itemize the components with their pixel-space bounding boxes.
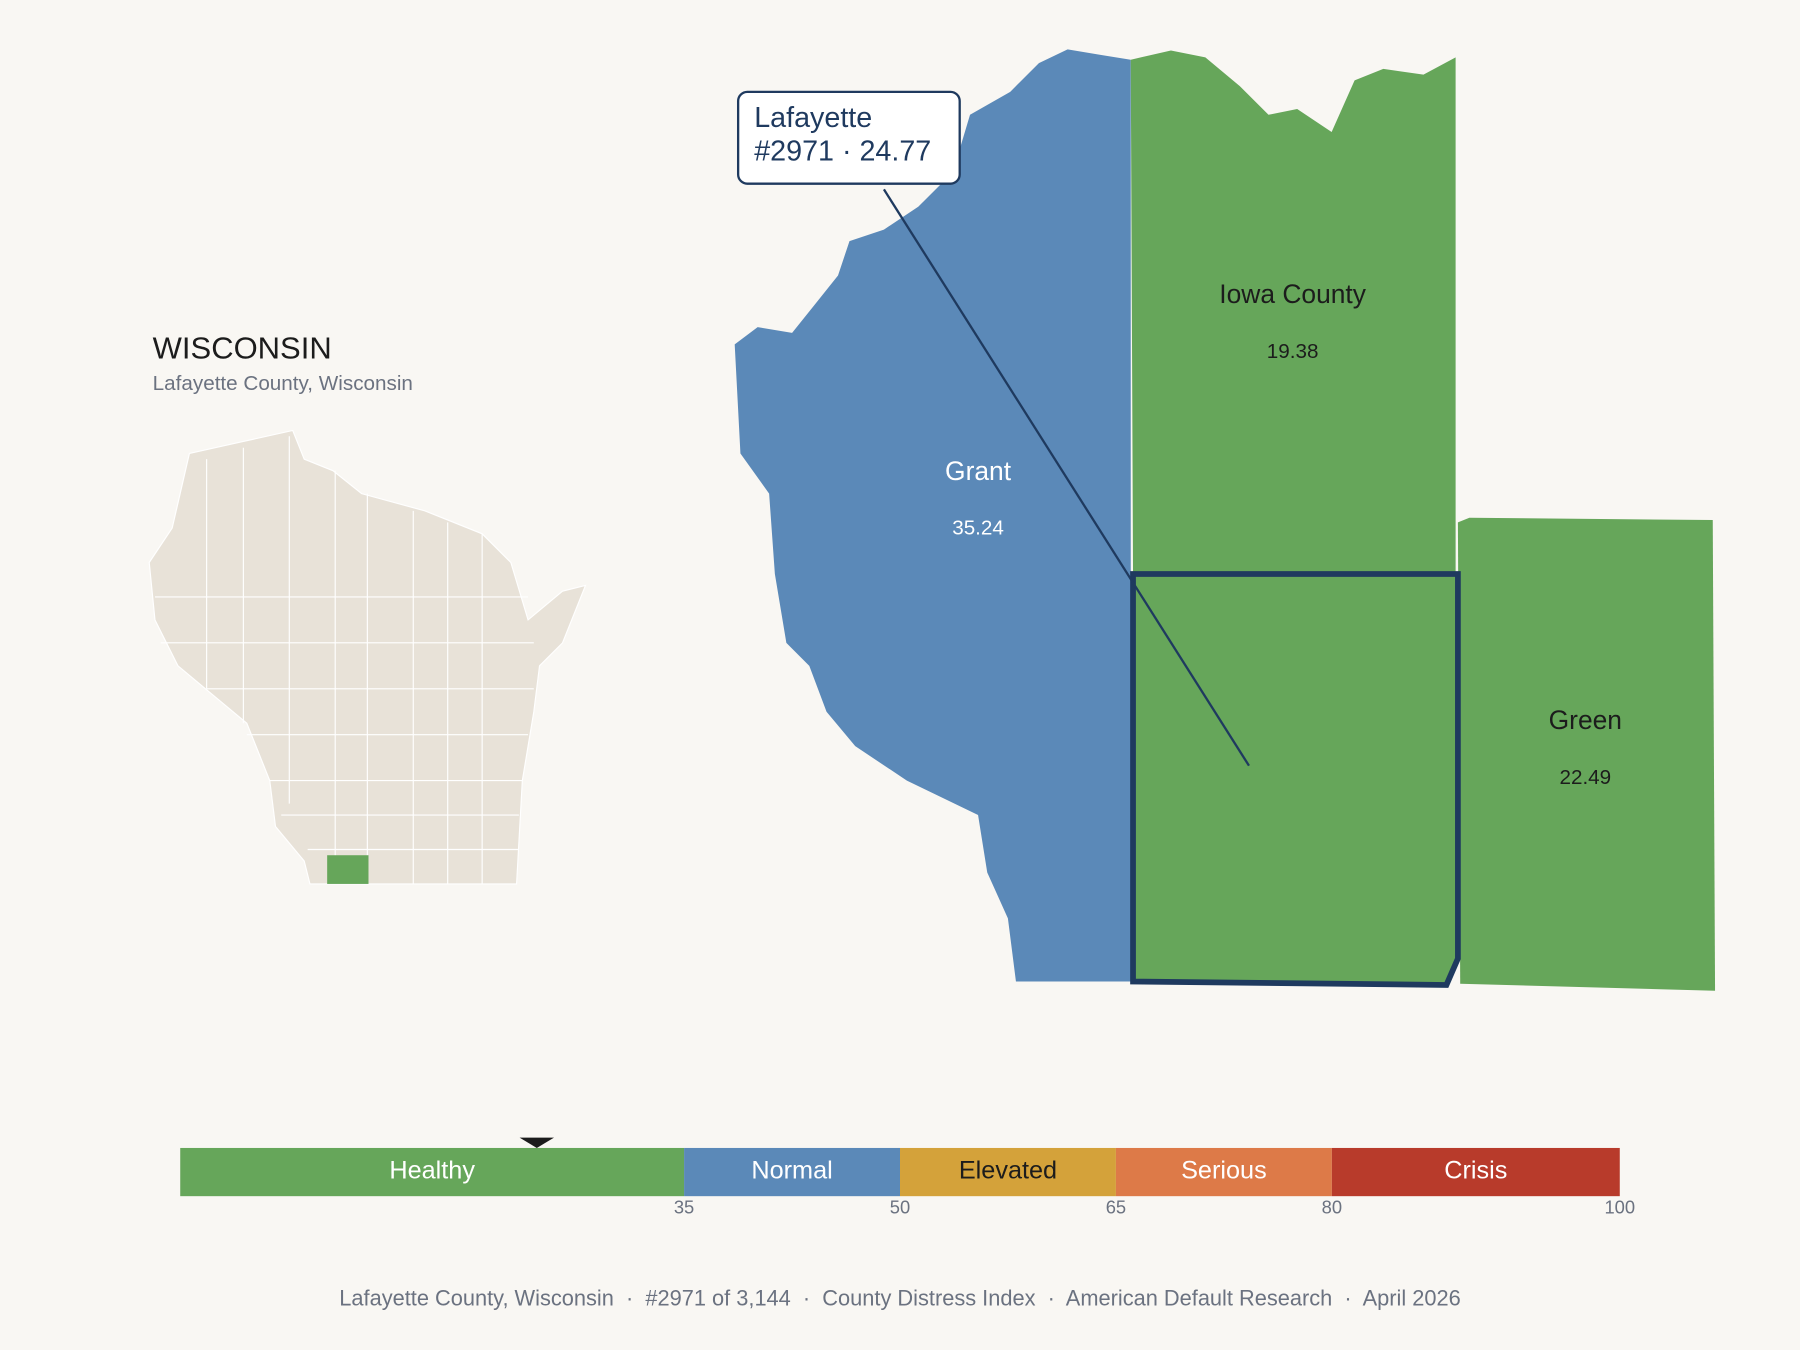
county-value: 19.38 — [1267, 340, 1319, 363]
tooltip-line: #2971 · 24.77 — [754, 135, 931, 167]
highlight-county — [327, 855, 369, 884]
legend-scale: Healthy 35 Normal 50 Elevated 65 Serious 80 Cris… — [180, 1137, 1635, 1218]
tooltip-box — [736, 90, 961, 185]
segment-label: Healthy — [389, 1157, 475, 1185]
segment-label: Elevated — [959, 1157, 1057, 1185]
scale-tick-label: 35 — [674, 1197, 694, 1218]
county-value: 22.49 — [1559, 766, 1611, 789]
scale-segment — [684, 1147, 900, 1197]
scale-tick-label: 65 — [1106, 1197, 1126, 1218]
subtitle: Lafayette County, Wisconsin — [153, 372, 413, 395]
tooltip-leader — [882, 188, 1250, 767]
selected-county[interactable] — [1130, 571, 1461, 988]
county-shape[interactable] — [1130, 50, 1456, 574]
county-shape[interactable] — [1457, 517, 1716, 991]
footer: Lafayette County, Wisconsin · #2971 of 3… — [339, 1285, 1460, 1310]
county-grid — [154, 436, 534, 884]
county-name: Iowa County — [1219, 279, 1366, 309]
scale-segment — [1115, 1147, 1332, 1197]
county-value: 35.24 — [952, 517, 1004, 540]
scale-segment — [180, 1147, 685, 1197]
value-marker — [519, 1137, 555, 1148]
scale-segment — [900, 1147, 1116, 1197]
scale-tick-label: 50 — [890, 1197, 910, 1218]
segment-label: Crisis — [1444, 1157, 1507, 1185]
state-minimap — [148, 429, 587, 885]
county-name: Green — [1549, 705, 1622, 735]
tooltip-line: Lafayette — [754, 102, 872, 134]
segment-label: Serious — [1181, 1157, 1267, 1185]
county-shape[interactable] — [734, 49, 1131, 982]
county-name: Grant — [945, 456, 1012, 486]
state-title: WISCONSIN — [153, 330, 332, 365]
scale-segment — [1331, 1147, 1620, 1197]
scale-tick-label: 80 — [1322, 1197, 1342, 1218]
scale-tick-label: 100 — [1604, 1197, 1635, 1218]
segment-label: Normal — [751, 1157, 832, 1185]
